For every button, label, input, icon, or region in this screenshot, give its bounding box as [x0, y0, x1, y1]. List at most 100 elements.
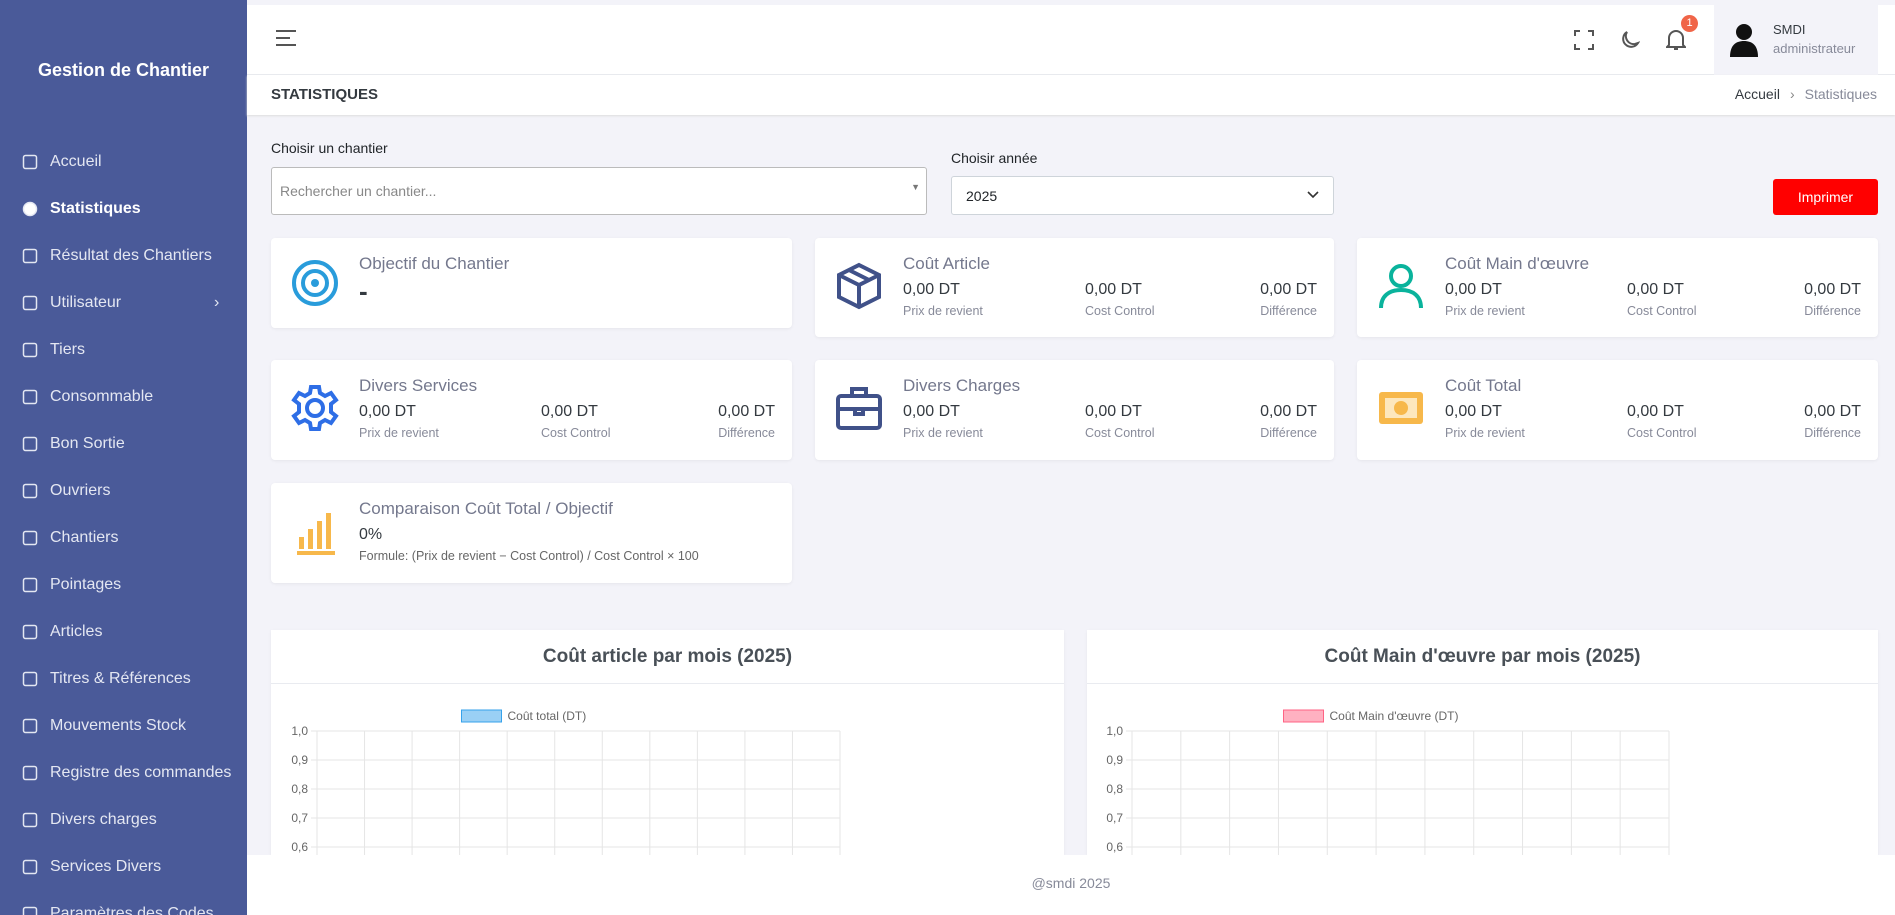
- fullscreen[interactable]: [1574, 30, 1594, 50]
- notifications[interactable]: [1666, 29, 1686, 51]
- sidebar: Gestion de Chantier Accueil Statistiques R…: [0, 0, 247, 915]
- label: Choisir année: [951, 150, 1038, 166]
- item-label: Prix de revient: [1445, 304, 1525, 318]
- icon-shape: [22, 436, 38, 452]
- caret: ▼: [911, 182, 920, 192]
- menu-label: Registre des commandes: [50, 764, 232, 781]
- header: 1 SMDI administrateur: [247, 5, 1895, 75]
- chevron: ›: [214, 294, 220, 311]
- menu-label: Services Divers: [50, 858, 162, 875]
- card-value: 0%: [359, 526, 383, 543]
- icon-shape: [22, 718, 38, 734]
- icon-shape: [299, 537, 304, 549]
- icon-shape: [291, 385, 339, 431]
- menu-label: Titres & Références: [50, 670, 191, 687]
- icon-shape: [311, 279, 319, 287]
- menu-item[interactable]: Titres & Références: [22, 670, 191, 688]
- menu-item[interactable]: Statistiques: [22, 200, 141, 218]
- menu-item[interactable]: Chantiers: [22, 529, 118, 547]
- theme-toggle[interactable]: [1620, 30, 1640, 50]
- item-value: 0,00 DT: [1804, 403, 1861, 420]
- item-value: 0,00 DT: [1085, 403, 1142, 420]
- menu-item[interactable]: Tiers: [22, 341, 85, 359]
- menu-item[interactable]: Consommable: [22, 388, 153, 406]
- menu-item[interactable]: Accueil: [22, 153, 102, 171]
- menu-item[interactable]: Bon Sortie: [22, 435, 125, 453]
- item-label: Cost Control: [1085, 304, 1155, 318]
- breadcrumb-link[interactable]: Accueil: [1734, 86, 1780, 102]
- menu-label: Pointages: [50, 576, 122, 593]
- legend-swatch: [1283, 709, 1324, 723]
- item-label: Différence: [718, 426, 775, 440]
- y-tick-label: 0,7: [291, 811, 308, 825]
- menu-label: Paramètres des Codes: [50, 905, 214, 915]
- menu-item[interactable]: Utilisateur ›: [22, 294, 219, 312]
- page-title: STATISTIQUES: [271, 86, 378, 103]
- item-label: Cost Control: [1627, 426, 1697, 440]
- user-menu[interactable]: SMDI administrateur: [1714, 5, 1878, 75]
- chart: Coût Main d'œuvre (DT) 1,0 0,9 0,8 0,7 0,6: [1106, 709, 1670, 855]
- card-icon: [1379, 392, 1423, 424]
- stat-card: Coût Article 0,00 DT Prix de revient 0,00 D…: [815, 238, 1334, 337]
- icon-shape: [326, 513, 331, 549]
- menu-item[interactable]: Pointages: [22, 576, 121, 594]
- y-tick-label: 0,6: [1106, 840, 1123, 854]
- card-title: Divers Charges: [903, 376, 1021, 395]
- menu-icon: [22, 483, 38, 499]
- item-label: Différence: [1260, 426, 1317, 440]
- item-label: Différence: [1804, 426, 1861, 440]
- chart-panel: Coût article par mois (2025) Coût total (…: [271, 630, 1064, 855]
- menu-item[interactable]: Articles: [22, 623, 102, 641]
- menu-item[interactable]: Résultat des Chantiers: [22, 247, 212, 265]
- menu-item[interactable]: Paramètres des Codes: [22, 905, 214, 915]
- menu-label: Résultat des Chantiers: [50, 247, 212, 264]
- menu-label: Articles: [50, 623, 103, 640]
- menu-item[interactable]: Mouvements Stock: [22, 717, 186, 735]
- item-value: 0,00 DT: [1445, 403, 1502, 420]
- print-button[interactable]: Imprimer: [1773, 179, 1878, 215]
- card-title: Coût Article: [903, 254, 990, 273]
- stat-card: Divers Charges 0,00 DT Prix de revient 0,00…: [815, 360, 1334, 460]
- stat-card: Divers Services 0,00 DT Prix de revient 0,0…: [271, 360, 792, 460]
- item-label: Prix de revient: [903, 426, 983, 440]
- card-title: Objectif du Chantier: [359, 254, 510, 273]
- placeholder: Rechercher un chantier...: [280, 183, 437, 199]
- card-icon: [837, 262, 881, 310]
- menu-label: Mouvements Stock: [50, 717, 187, 734]
- card-note: Formule: (Prix de revient − Cost Control…: [359, 549, 699, 563]
- menu-icon: [22, 577, 38, 593]
- menu-label: Bon Sortie: [50, 435, 125, 452]
- card-title: Coût Main d'œuvre: [1445, 254, 1590, 273]
- item-value: 0,00 DT: [1260, 281, 1317, 298]
- card-value: -: [359, 276, 368, 306]
- item-value: 0,00 DT: [541, 403, 598, 420]
- user-role: administrateur: [1773, 41, 1856, 56]
- menu-icon: [22, 201, 38, 217]
- notification-badge: 1: [1681, 15, 1698, 32]
- year-select[interactable]: 2025: [951, 176, 1334, 215]
- menu-toggle[interactable]: [275, 29, 297, 47]
- legend-label: Coût total (DT): [508, 709, 587, 723]
- label: Choisir un chantier: [271, 140, 388, 156]
- menu-label: Utilisateur: [50, 294, 122, 311]
- menu-item[interactable]: Registre des commandes: [22, 764, 231, 782]
- menu-item[interactable]: Ouvriers: [22, 482, 110, 500]
- item-value: 0,00 DT: [1804, 281, 1861, 298]
- icon-shape: [22, 295, 38, 311]
- year-value: 2025: [966, 188, 998, 204]
- stat-card: Coût Total 0,00 DT Prix de revient 0,00 DT C…: [1357, 360, 1878, 460]
- card-title: Coût Total: [1445, 376, 1522, 395]
- chart-title: Coût Main d'œuvre par mois (2025): [1087, 630, 1878, 684]
- icon-shape: [308, 529, 313, 549]
- breadcrumb-current: Statistiques: [1804, 86, 1877, 102]
- menu-icon: [22, 154, 38, 170]
- icon-shape: [1389, 264, 1413, 288]
- menu-item[interactable]: Services Divers: [22, 858, 161, 876]
- menu-icon: [22, 530, 38, 546]
- menu-icon: [22, 906, 38, 915]
- chart-panel: Coût Main d'œuvre par mois (2025) Coût Ma…: [1087, 630, 1878, 855]
- menu-item[interactable]: Divers charges: [22, 811, 157, 829]
- menu-icon: [22, 342, 38, 358]
- chantier-select[interactable]: Rechercher un chantier... ▼: [271, 167, 927, 215]
